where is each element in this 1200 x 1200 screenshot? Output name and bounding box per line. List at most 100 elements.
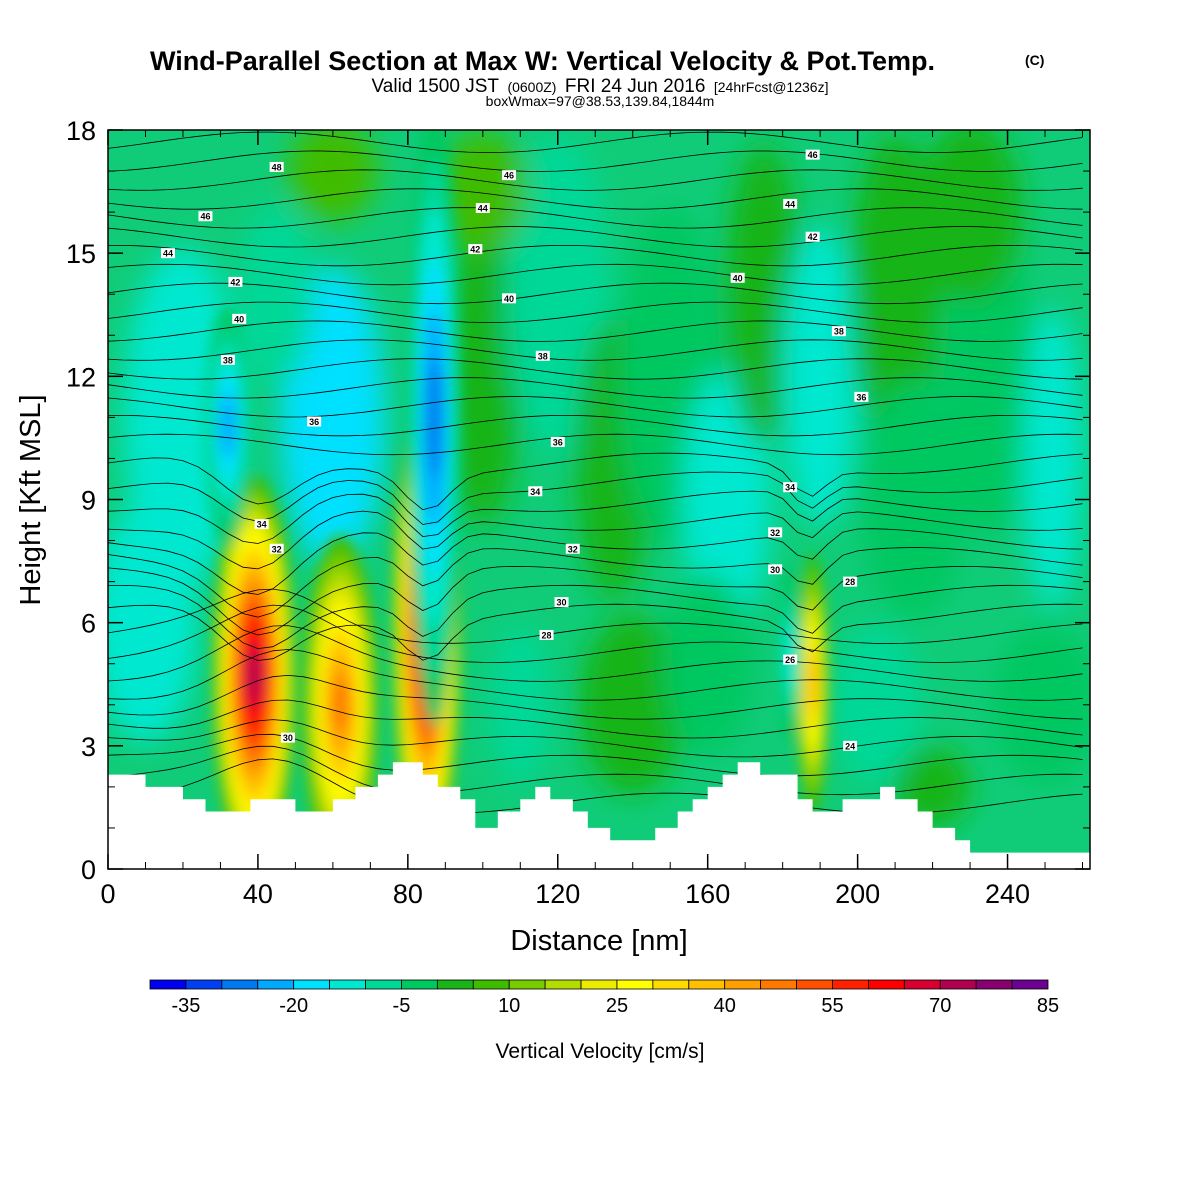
theta-label: 42 [468,244,483,255]
colorbar-swatch [329,979,366,990]
theta-contour [108,528,1083,595]
y-axis-label: Height [Kft MSL] [15,394,47,605]
theta-label-bg [280,732,295,743]
theta-label: 48 [269,161,284,172]
theta-label: 38 [831,326,846,337]
theta-label-bg [783,482,798,493]
colorbar-swatch [796,979,833,990]
theta-label-bg [554,597,569,608]
w-texture-patch [108,502,198,743]
theta-label-text: 30 [770,565,780,575]
colorbar-swatch [760,979,797,990]
theta-label: 36 [307,416,322,427]
theta-contour [108,625,1083,682]
theta-label-text: 36 [856,392,866,402]
theta-label-bg [269,161,284,172]
colorbar-tick-label: -5 [393,995,411,1017]
y-tick-label: 15 [66,239,96,269]
theta-label-text: 26 [785,655,795,665]
chart-title: Wind-Parallel Section at Max W: Vertical… [150,46,935,76]
theta-label-bg [805,149,820,160]
colorbar-swatch [903,979,941,990]
y-tick-label: 18 [66,116,96,146]
box-w-max: boxWmax=97@38.53,139.84,1844m [486,93,715,109]
w-texture-patch [782,226,858,527]
theta-contour [108,649,1083,701]
colorbar-swatch [472,979,510,990]
w-features [205,130,828,869]
theta-label-text: 40 [733,273,743,283]
chart-title-mark: (C) [1025,52,1044,68]
colorbar: -35 -20 -5 10 25 40 55 70 85 [149,979,1059,1017]
colorbar-tick-label: -35 [171,995,200,1017]
x-tick-label: 200 [835,879,880,909]
colorbar-swatch [580,979,618,990]
theta-contour [108,733,1083,777]
theta-label-text: 34 [257,520,267,530]
theta-label-text: 34 [785,483,795,493]
theta-label: 28 [843,576,858,587]
theta-label-text: 38 [834,327,844,337]
theta-contour [108,150,1083,172]
terrain [108,762,1090,869]
theta-contour [108,358,1083,380]
theta-label-bg [783,654,798,665]
theta-label-bg [805,231,820,242]
theta-label: 36 [854,391,869,402]
theta-contour [108,301,1083,323]
colorbar-swatch [293,979,330,990]
theta-label-text: 30 [557,598,567,608]
w-updraft [797,554,828,815]
w-level [247,652,261,700]
theta-labels: 48 46 44 42 40 38 36 34 32 30 46 44 42 40 38 36 34 32 30 28… [160,149,869,751]
w-texture-patch [437,131,528,252]
w-downdraft [407,130,461,728]
colorbar-swatch [149,979,187,990]
theta-contour [108,244,1083,267]
theta-contour [108,226,1083,248]
w-level [807,657,819,712]
w-texture-patch [239,204,315,385]
theta-label-text: 28 [845,577,855,587]
theta-contour [108,131,1083,154]
theta-contour [108,603,1083,661]
theta-contour [108,490,1083,544]
theta-contour [108,674,1083,720]
theta-label-text: 32 [568,544,578,554]
colorbar-label: Vertical Velocity [cm/s] [496,1040,705,1063]
theta-label-bg [220,354,235,365]
theta-label-bg [160,248,175,259]
theta-label: 40 [502,293,517,304]
theta-contour [108,377,1083,399]
x-tick-label: 240 [985,879,1030,909]
w-level [426,357,442,478]
theta-label: 44 [475,203,490,214]
w-texture-patch [992,624,1090,785]
w-texture-patch [580,614,686,795]
theta-label-bg [783,198,798,209]
colorbar-swatch [652,979,690,990]
colorbar-swatch [868,979,905,990]
w-texture-patch [917,130,1023,303]
theta-label-text: 36 [553,438,563,448]
theta-label-bg [843,740,858,751]
theta-label: 38 [535,350,550,361]
x-tick-label: 160 [685,879,730,909]
theta-label-text: 40 [234,314,244,324]
theta-label-text: 28 [542,630,552,640]
theta-label-text: 32 [272,544,282,554]
theta-contour [108,452,1083,511]
theta-contour [108,188,1083,210]
theta-label-bg [468,244,483,255]
colorbar-tick-label: 55 [821,995,843,1017]
forecast-info: [24hrFcst@1236z] [714,79,829,95]
theta-contour [108,604,1083,663]
w-field [108,130,1090,869]
colorbar-swatch [616,979,654,990]
theta-contour [108,339,1083,361]
theta-label-text: 32 [770,528,780,538]
theta-contour [108,584,1083,650]
theta-contour [108,282,1083,305]
